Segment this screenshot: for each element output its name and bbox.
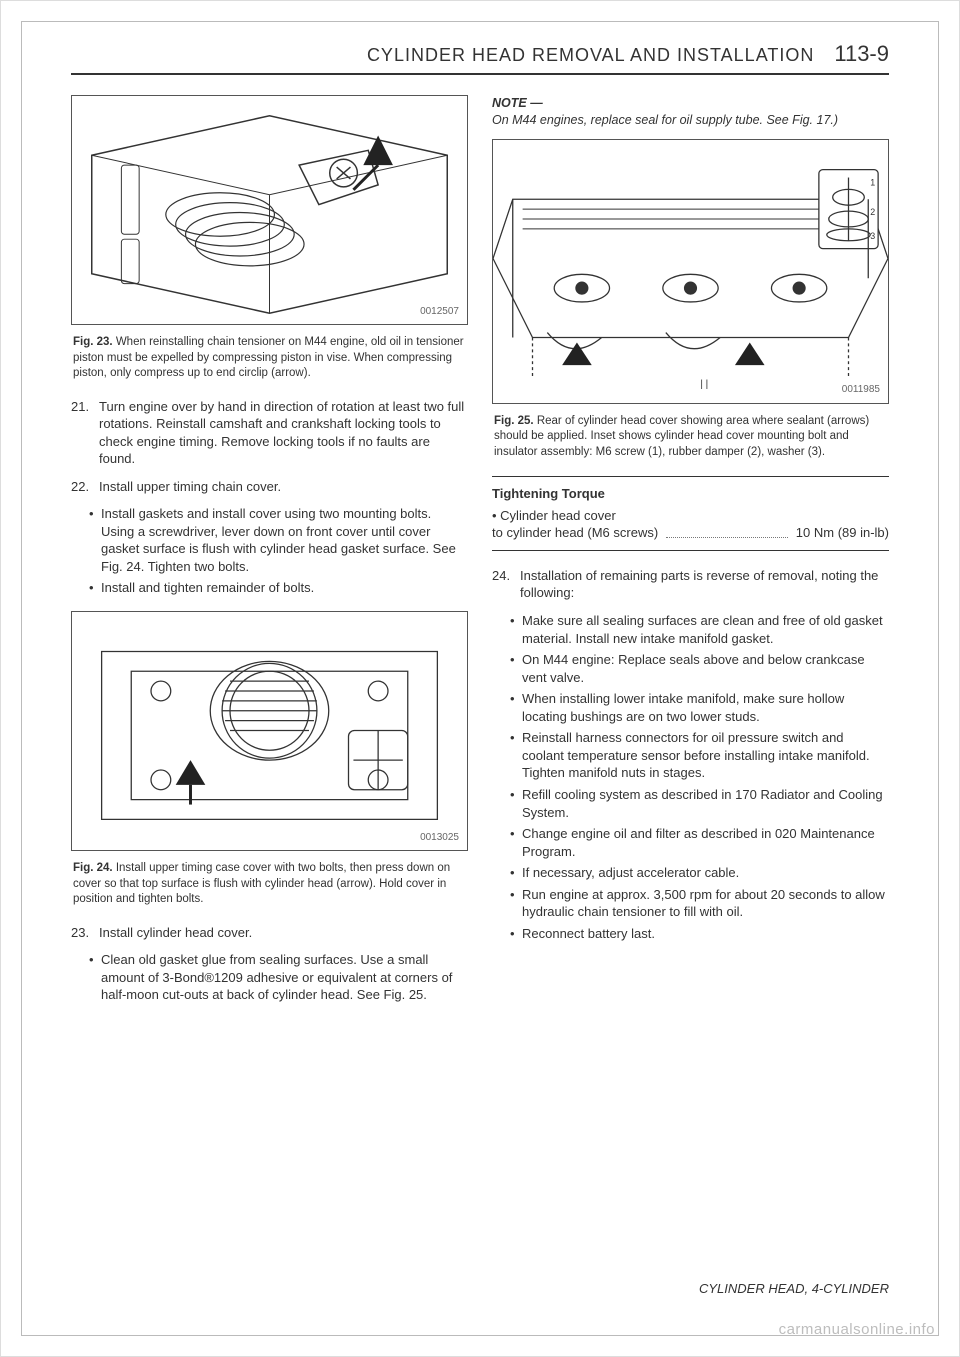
svg-text:1: 1	[870, 177, 875, 187]
list-item: If necessary, adjust accelerator cable.	[510, 864, 889, 882]
figure-24-svg	[72, 612, 467, 849]
step-24-bullets: Make sure all sealing surfaces are clean…	[510, 612, 889, 942]
step-24-text: Installation of remaining parts is rever…	[520, 567, 889, 602]
section-footer: CYLINDER HEAD, 4-CYLINDER	[699, 1281, 889, 1296]
manual-page: CYLINDER HEAD REMOVAL AND INSTALLATION 1…	[0, 0, 960, 1357]
torque-row-2: to cylinder head (M6 screws) 10 Nm (89 i…	[492, 524, 889, 542]
list-item: Install and tighten remainder of bolts.	[89, 579, 468, 597]
list-item: Clean old gasket glue from sealing surfa…	[89, 951, 468, 1004]
list-item: Make sure all sealing surfaces are clean…	[510, 612, 889, 647]
list-item: Run engine at approx. 3,500 rpm for abou…	[510, 886, 889, 921]
step-23-num: 23.	[71, 924, 93, 942]
figure-24-caption-text: Install upper timing case cover with two…	[73, 862, 450, 905]
figure-23-svg	[72, 96, 467, 323]
step-23: 23. Install cylinder head cover.	[71, 924, 468, 942]
svg-text:2: 2	[870, 207, 875, 217]
list-item: Install gaskets and install cover using …	[89, 505, 468, 575]
torque-dots	[666, 520, 788, 538]
figure-25-id: 0011985	[842, 383, 880, 397]
step-22: 22. Install upper timing chain cover.	[71, 478, 468, 496]
watermark: carmanualsonline.info	[779, 1321, 935, 1338]
step-23-bullets: Clean old gasket glue from sealing surfa…	[89, 951, 468, 1004]
note-block: NOTE — On M44 engines, replace seal for …	[492, 95, 889, 129]
note-head: NOTE —	[492, 95, 889, 112]
right-column: NOTE — On M44 engines, replace seal for …	[492, 95, 889, 1018]
svg-text:| |: | |	[700, 379, 708, 390]
figure-23-caption-text: When reinstalling chain tensioner on M44…	[73, 336, 464, 379]
figure-25-caption-text: Rear of cylinder head cover showing area…	[494, 415, 869, 458]
step-24-num: 24.	[492, 567, 514, 602]
list-item: Reconnect battery last.	[510, 925, 889, 943]
step-22-num: 22.	[71, 478, 93, 496]
list-item: Reinstall harness connectors for oil pre…	[510, 729, 889, 782]
list-item: When installing lower intake manifold, m…	[510, 690, 889, 725]
svg-text:3: 3	[870, 231, 875, 241]
figure-23-caption: Fig. 23. When reinstalling chain tension…	[71, 335, 468, 382]
figure-24-id: 0013025	[420, 831, 459, 845]
step-21-num: 21.	[71, 398, 93, 468]
list-item: On M44 engine: Replace seals above and b…	[510, 651, 889, 686]
header-page-number: 113-9	[834, 41, 889, 67]
torque-row-label: to cylinder head (M6 screws)	[492, 524, 658, 542]
content-columns: 0012507 Fig. 23. When reinstalling chain…	[71, 95, 889, 1018]
step-23-text: Install cylinder head cover.	[99, 924, 252, 942]
figure-24-caption: Fig. 24. Install upper timing case cover…	[71, 861, 468, 908]
step-21: 21. Turn engine over by hand in directio…	[71, 398, 468, 468]
list-item: Change engine oil and filter as describe…	[510, 825, 889, 860]
torque-block: Tightening Torque • Cylinder head cover …	[492, 476, 889, 551]
figure-24-label: Fig. 24.	[73, 862, 113, 874]
header-title: CYLINDER HEAD REMOVAL AND INSTALLATION	[367, 45, 814, 66]
figure-23: 0012507	[71, 95, 468, 325]
step-22-text: Install upper timing chain cover.	[99, 478, 281, 496]
torque-title: Tightening Torque	[492, 485, 889, 503]
figure-23-id: 0012507	[420, 305, 459, 319]
figure-24: 0013025	[71, 611, 468, 851]
left-column: 0012507 Fig. 23. When reinstalling chain…	[71, 95, 468, 1018]
list-item: Refill cooling system as described in 17…	[510, 786, 889, 821]
torque-value: 10 Nm (89 in-lb)	[796, 524, 889, 542]
step-24: 24. Installation of remaining parts is r…	[492, 567, 889, 602]
figure-25-caption: Fig. 25. Rear of cylinder head cover sho…	[492, 414, 889, 461]
page-header: CYLINDER HEAD REMOVAL AND INSTALLATION 1…	[71, 41, 889, 75]
note-body: On M44 engines, replace seal for oil sup…	[492, 112, 889, 129]
figure-23-label: Fig. 23.	[73, 336, 113, 348]
figure-25: 1 2 3 | | 0011985	[492, 139, 889, 404]
figure-25-svg: 1 2 3 | |	[493, 140, 888, 402]
step-22-bullets: Install gaskets and install cover using …	[89, 505, 468, 597]
figure-25-label: Fig. 25.	[494, 415, 534, 427]
step-21-text: Turn engine over by hand in direction of…	[99, 398, 468, 468]
